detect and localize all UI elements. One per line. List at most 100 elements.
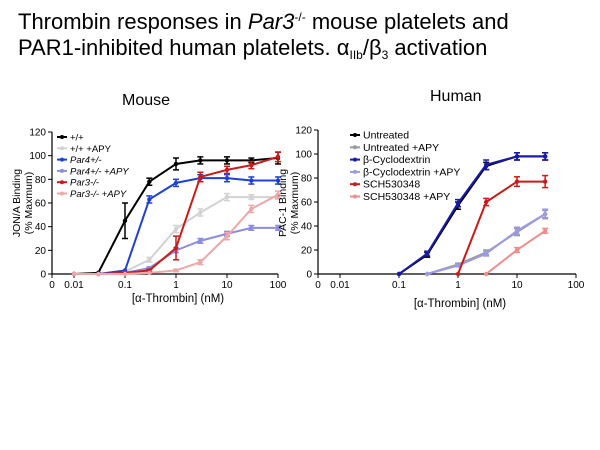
human-legend-label: Untreated +APY: [363, 142, 439, 154]
human-legend-item: Untreated +APY: [350, 142, 439, 154]
human-data-point: [455, 201, 461, 206]
human-data-point: [514, 228, 520, 233]
human-data-point: [424, 271, 430, 277]
human-y-axis-label-line2: (% Maxmum): [289, 172, 301, 234]
mouse-data-point: [147, 197, 152, 202]
human-chart: 0 20 40 60 80 100 120 0 0.01 0.1 1 10 100 [α-Thrombin…: [277, 126, 585, 311]
human-series-cyclodextrin: [396, 152, 549, 277]
mouse-data-point: [96, 271, 101, 277]
human-data-point: [483, 162, 489, 167]
mouse-data-point: [275, 178, 281, 183]
title-line2c: activation: [388, 35, 488, 60]
mouse-data-point: [224, 233, 230, 239]
human-series-line: [398, 155, 546, 275]
human-x-tick-label: 10: [511, 280, 523, 291]
human-legend-marker: [353, 157, 357, 162]
human-series-cyclodextrin-apy: [424, 208, 549, 277]
title-part1: Thrombin responses in: [18, 9, 248, 34]
mouse-y-tick-label: 0: [40, 270, 46, 281]
mouse-data-point: [224, 158, 230, 163]
mouse-chart: 0 20 40 60 80 100 120 0 0.01 0.1 1 10 100 [α-Thrombin…: [11, 128, 287, 306]
human-y-axis-label-line1: PAC-1 Binding: [277, 169, 289, 237]
mouse-series-par3-apy: [71, 190, 281, 277]
mouse-x-tick-label: 0.01: [64, 280, 84, 291]
mouse-data-point: [173, 161, 179, 167]
human-series-line: [457, 180, 546, 275]
human-series-sch530348: [455, 174, 549, 277]
human-legend-item: Untreated: [350, 130, 409, 142]
mouse-data-point: [249, 194, 254, 200]
mouse-legend-marker: [60, 191, 64, 196]
human-data-point: [455, 271, 461, 277]
mouse-y-tick-label: 60: [35, 199, 47, 210]
mouse-data-point: [122, 218, 128, 223]
mouse-legend-label: +/+: [70, 133, 84, 144]
mouse-data-point: [122, 271, 128, 277]
human-legend-marker: [353, 182, 357, 187]
human-data-point: [483, 271, 489, 277]
human-legend-marker: [353, 145, 357, 150]
human-data-point: [455, 263, 461, 268]
mouse-data-point: [224, 194, 230, 200]
mouse-data-point: [198, 210, 203, 215]
mouse-legend-label: +/+ +APY: [70, 144, 112, 155]
human-legend-item: SCH530348: [350, 179, 420, 191]
mouse-data-point: [71, 271, 77, 277]
mouse-data-point: [147, 270, 152, 276]
title-line2b: /β: [362, 35, 382, 60]
title-line2a: PAR1-inhibited human platelets. α: [18, 35, 350, 60]
mouse-y-tick-label: 80: [35, 175, 47, 186]
mouse-data-point: [249, 178, 254, 183]
mouse-legend-label: Par3-/-: [70, 178, 99, 189]
mouse-data-point: [173, 268, 179, 273]
mouse-legend-label: Par4+/- +APY: [70, 166, 129, 177]
human-legend-marker: [353, 194, 357, 199]
human-y-tick-label: 40: [301, 222, 313, 233]
mouse-data-point: [198, 259, 203, 265]
human-legend-item: β-Cyclodextrin: [350, 154, 430, 166]
human-x-tick-label: 0: [315, 280, 321, 291]
human-legend-item: SCH530348 +APY: [350, 191, 450, 203]
mouse-data-point: [147, 257, 152, 262]
mouse-legend-marker: [60, 168, 64, 173]
human-x-tick-label: 0.1: [392, 280, 406, 291]
human-data-point: [542, 154, 548, 159]
mouse-x-axis-label: [α-Thrombin] (nM): [132, 293, 224, 305]
human-data-point: [483, 199, 489, 205]
mouse-x-tick-label: 100: [270, 280, 287, 291]
mouse-panel-title: Mouse: [122, 92, 171, 109]
mouse-legend-item: Par3-/- +APY: [57, 189, 127, 200]
mouse-y-tick-label: 20: [35, 246, 47, 257]
human-data-point: [542, 179, 548, 184]
mouse-data-point: [198, 174, 203, 180]
title-gene: Par3: [247, 9, 295, 34]
human-data-point: [396, 271, 402, 277]
mouse-y-axis-label-line2: (% Maxmum): [23, 172, 35, 234]
mouse-data-point: [173, 226, 179, 232]
human-data-point: [424, 251, 430, 256]
human-y-tick-label: 20: [301, 246, 313, 257]
human-x-axis-label: [α-Thrombin] (nM): [414, 298, 506, 310]
mouse-data-point: [249, 225, 254, 231]
mouse-legend-label: Par4+/-: [70, 155, 101, 166]
human-y-tick-label: 80: [301, 174, 313, 185]
human-data-point: [542, 211, 548, 217]
human-legend-item: β-Cyclodextrin +APY: [350, 166, 460, 178]
human-data-point: [514, 154, 520, 159]
mouse-data-point: [224, 175, 230, 181]
human-data-point: [514, 179, 520, 184]
human-legend-label: Untreated: [363, 130, 409, 142]
title-part2: mouse platelets and: [305, 9, 509, 34]
title-sub: IIb: [349, 48, 363, 62]
mouse-data-point: [173, 245, 179, 251]
mouse-data-point: [275, 154, 281, 160]
mouse-legend-marker: [60, 146, 64, 151]
human-panel-title: Human: [430, 88, 482, 105]
mouse-data-point: [275, 192, 281, 197]
mouse-legend-item: +/+ +APY: [57, 144, 112, 155]
slide-title: Thrombin responses in Par3-/- mouse plat…: [18, 4, 588, 68]
mouse-legend-item: +/+: [57, 133, 84, 144]
human-series-untreated-apy: [424, 209, 549, 277]
mouse-y-tick-label: 120: [29, 128, 46, 139]
mouse-y-tick-label: 100: [29, 151, 46, 162]
